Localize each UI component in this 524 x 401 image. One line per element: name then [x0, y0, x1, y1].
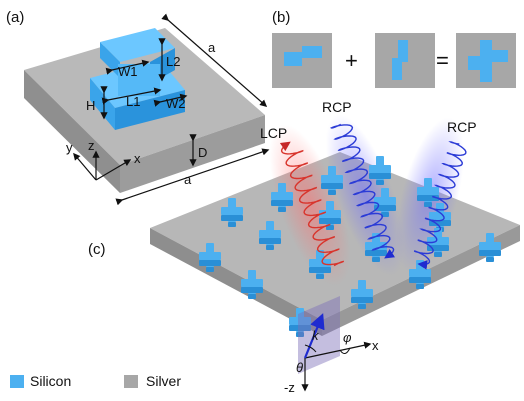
beam-helices	[279, 123, 467, 270]
dim-w2: W2	[166, 96, 186, 111]
unit-cell-combined-horiz-a	[468, 56, 492, 70]
silicon-cross	[365, 233, 387, 262]
silicon-cross	[351, 280, 373, 309]
lcp-label: LCP	[260, 125, 287, 141]
dim-h: H	[86, 98, 95, 113]
legend-silicon-label: Silicon	[30, 373, 71, 389]
silicon-cross-array	[199, 156, 501, 337]
silicon-cross	[321, 166, 343, 195]
unit-cell-2-bar-b	[392, 58, 402, 80]
silicon-cross	[259, 221, 281, 250]
legend-silicon-swatch	[10, 375, 24, 388]
unit-cell-1-bar-a	[284, 52, 302, 66]
metasurface-substrate-front-left	[150, 228, 322, 336]
dim-w1: W1	[118, 64, 138, 79]
silicon-cross	[271, 183, 293, 212]
legend-silver-swatch	[124, 375, 138, 388]
panel-a-label: (a)	[6, 9, 24, 26]
panel-c-label: (c)	[88, 241, 106, 258]
silicon-cross	[241, 270, 263, 299]
axis-c-theta: θ	[296, 360, 303, 375]
incidence-plane	[298, 296, 340, 374]
panel-a	[24, 13, 270, 206]
axis-c-x: x	[372, 338, 379, 353]
silicon-cross	[289, 308, 311, 337]
silicon-cross	[374, 188, 396, 217]
dim-a-bottom: a	[184, 172, 192, 187]
silicon-cross	[309, 250, 331, 279]
dim-d: D	[198, 145, 207, 160]
silicon-cross	[319, 201, 341, 230]
dim-a-top: a	[208, 40, 216, 55]
rcp-label-2: RCP	[447, 119, 477, 135]
unit-cell-combined-horiz-b	[488, 50, 508, 62]
legend-silver-label: Silver	[146, 373, 181, 389]
unit-cell-2-bar-a	[398, 40, 408, 62]
legend: Silicon Silver	[10, 373, 181, 389]
dim-l1: L1	[126, 94, 140, 109]
axis-a-y: y	[66, 140, 73, 155]
silicon-cross	[479, 233, 501, 262]
unit-cell-1-bar-b	[302, 46, 322, 58]
rcp-label-1: RCP	[322, 99, 352, 115]
silicon-cross	[221, 198, 243, 227]
panel-b-label: (b)	[272, 9, 290, 26]
axis-c-minus-z: -z	[284, 380, 295, 395]
silicon-cross	[199, 243, 221, 272]
axis-a-x: x	[134, 151, 141, 166]
panel-b	[272, 33, 516, 88]
axis-a-z: z	[88, 138, 95, 153]
axis-c-phi: φ	[343, 330, 352, 345]
plus-sign: +	[345, 48, 358, 73]
panel-c	[150, 114, 520, 392]
lcp-helix	[279, 141, 344, 267]
dim-l2: L2	[166, 54, 180, 69]
rcp-helix-2	[413, 141, 467, 270]
equals-sign: =	[436, 48, 449, 73]
silicon-cross	[369, 156, 391, 185]
rcp-helix-1	[329, 123, 396, 259]
silicon-cross	[427, 228, 449, 257]
axis-c-k: k	[312, 328, 320, 343]
